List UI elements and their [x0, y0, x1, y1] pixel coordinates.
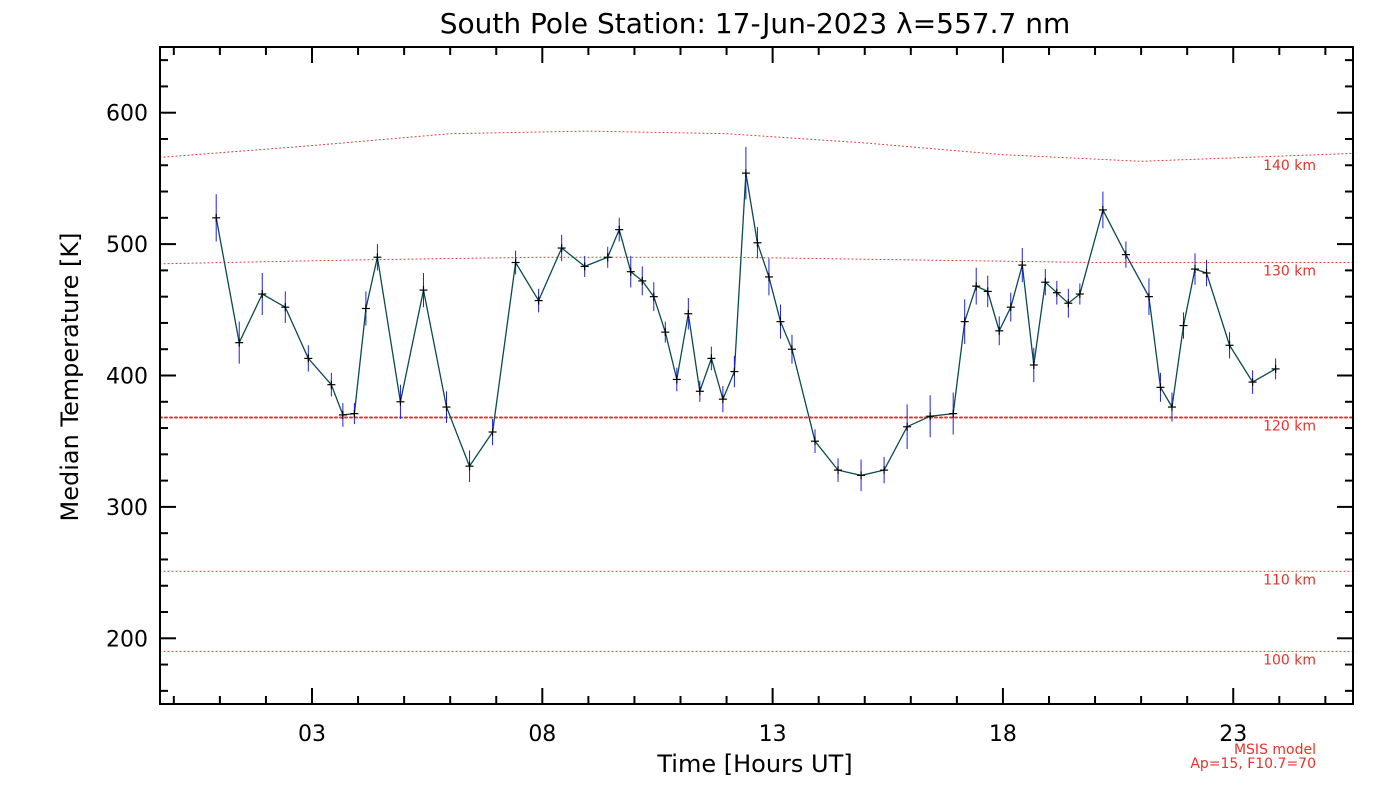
data-point — [960, 317, 969, 326]
data-point — [396, 397, 405, 406]
x-tick-label: 13 — [759, 722, 787, 747]
data-point — [695, 387, 704, 396]
data-point — [1191, 265, 1200, 274]
data-point — [1248, 378, 1257, 387]
data-point — [1052, 288, 1061, 297]
data-point — [1144, 292, 1153, 301]
data-point — [603, 253, 612, 262]
y-tick-label: 200 — [106, 627, 148, 652]
data-point — [1202, 269, 1211, 278]
data-point — [661, 328, 670, 337]
data-point — [730, 367, 739, 376]
msis-label-0: 140 km — [1263, 158, 1316, 174]
data-point — [373, 253, 382, 262]
data-point — [995, 326, 1004, 335]
data-point — [281, 303, 290, 312]
msis-label-4: 100 km — [1263, 652, 1316, 668]
msis-reference-lines: 140 km 130 km 120 km 110 km 100 km — [159, 130, 1354, 668]
data-point — [926, 412, 935, 421]
data-point — [1167, 403, 1176, 412]
data-point — [1041, 278, 1050, 287]
data-point — [672, 375, 681, 384]
y-axis-label: Median Temperature [K] — [56, 232, 84, 521]
data-point — [1064, 299, 1073, 308]
data-point — [1156, 383, 1165, 392]
chart-title: South Pole Station: 17-Jun-2023 λ=557.7 … — [440, 7, 1071, 40]
data-point — [753, 238, 762, 247]
data-point — [776, 317, 785, 326]
data-point — [465, 462, 474, 471]
y-tick-label: 600 — [106, 102, 148, 127]
data-point — [649, 292, 658, 301]
msis-line-0 — [159, 130, 1354, 162]
data-point — [615, 225, 624, 234]
data-point — [626, 267, 635, 276]
data-point — [949, 409, 958, 418]
plot-frame — [159, 46, 1354, 705]
data-point — [1121, 250, 1130, 259]
data-point — [1075, 290, 1084, 299]
data-point — [834, 466, 843, 475]
axes: 03 08 13 18 23 200 300 400 500 600 — [106, 46, 1354, 747]
y-tick-label: 500 — [106, 233, 148, 258]
data-point — [983, 287, 992, 296]
data-point — [350, 409, 359, 418]
data-point — [557, 244, 566, 253]
x-tick-label: 08 — [528, 722, 556, 747]
data-point — [1029, 360, 1038, 369]
msis-label-3: 110 km — [1263, 572, 1316, 588]
data-point — [1179, 321, 1188, 330]
data-point — [787, 345, 796, 354]
data-point — [442, 403, 451, 412]
data-point — [741, 169, 750, 178]
x-axis-label: Time [Hours UT] — [656, 750, 852, 778]
data-point — [327, 380, 336, 389]
data-point — [903, 422, 912, 431]
data-point — [1225, 341, 1234, 350]
data-point — [880, 466, 889, 475]
data-point — [857, 471, 866, 480]
data-point — [972, 282, 981, 291]
msis-params-note: Ap=15, F10.7=70 — [1190, 756, 1316, 772]
data-point — [718, 395, 727, 404]
data-point — [534, 296, 543, 305]
data-point — [580, 262, 589, 271]
data-point — [684, 309, 693, 318]
y-tick-label: 400 — [106, 365, 148, 390]
data-point — [810, 437, 819, 446]
data-point — [1098, 205, 1107, 214]
data-point — [488, 428, 497, 437]
x-tick-label: 03 — [298, 722, 326, 747]
data-point — [1006, 303, 1015, 312]
data-point — [764, 272, 773, 281]
series-line — [215, 172, 1276, 477]
x-tick-label: 23 — [1219, 722, 1247, 747]
data-point — [707, 354, 716, 363]
x-tick-label: 18 — [989, 722, 1017, 747]
data-point — [258, 290, 267, 299]
data-point — [212, 213, 221, 222]
data-point — [1271, 364, 1280, 373]
data-point — [304, 354, 313, 363]
data-point — [361, 304, 370, 313]
y-tick-label: 300 — [106, 496, 148, 521]
data-point — [1018, 261, 1027, 270]
msis-label-2: 120 km — [1263, 419, 1316, 435]
msis-line-1 — [159, 256, 1354, 265]
data-point — [235, 338, 244, 347]
msis-label-1: 130 km — [1263, 264, 1316, 280]
data-point — [638, 276, 647, 285]
data-point — [511, 258, 520, 267]
data-point — [338, 410, 347, 419]
msis-model-note: MSIS model — [1234, 742, 1316, 758]
temperature-series — [212, 146, 1280, 492]
data-point — [419, 286, 428, 295]
